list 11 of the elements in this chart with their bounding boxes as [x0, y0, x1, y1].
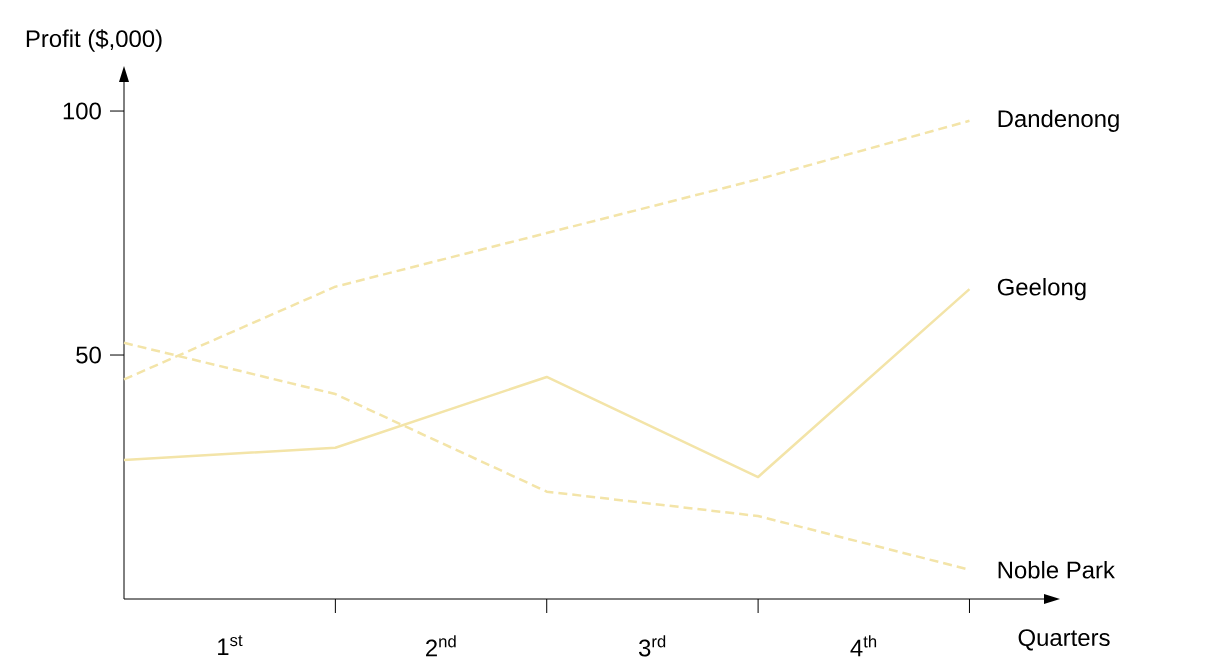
y-axis-title: Profit ($,000)	[26, 29, 162, 52]
x-tick-label: 3$^{rd}$	[638, 635, 666, 657]
x-tick-label: 1$^{st}$	[218, 635, 243, 655]
x-axis-title: Quarters	[1018, 629, 1110, 651]
series-label: Noble Park	[998, 560, 1115, 579]
y-tick-label: 50	[76, 346, 101, 364]
series-label: Geelong	[997, 277, 1086, 301]
x-tick-label: 2$^{nd}$	[426, 635, 456, 657]
series-label: Dandenong	[998, 109, 1119, 132]
x-tick-label: 4$^{th}$	[850, 635, 877, 657]
y-tick-label: 100	[63, 102, 101, 120]
